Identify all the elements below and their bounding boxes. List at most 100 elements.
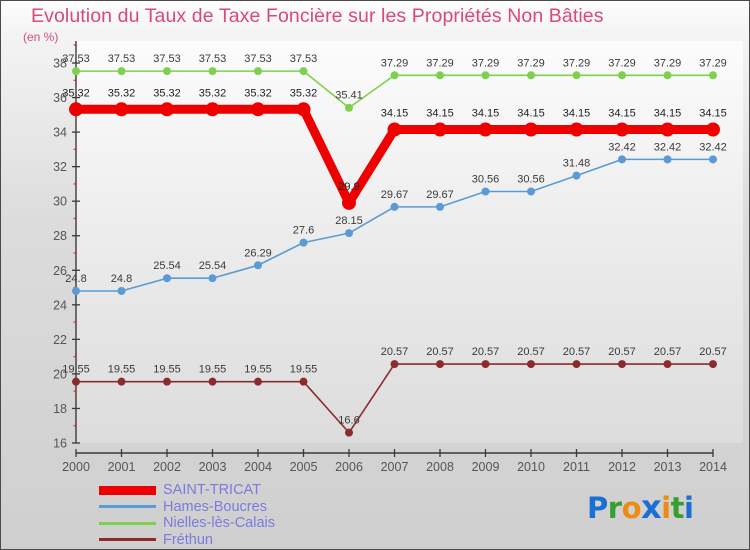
data-point-label: 24.8 bbox=[111, 273, 132, 285]
data-point-label: 25.54 bbox=[153, 260, 181, 272]
x-axis-tick-label: 2007 bbox=[381, 460, 409, 474]
data-point bbox=[69, 102, 83, 117]
legend-swatch bbox=[99, 521, 156, 525]
data-point bbox=[299, 238, 308, 247]
data-point bbox=[345, 229, 353, 238]
data-point bbox=[254, 261, 262, 270]
data-point-label: 30.56 bbox=[472, 174, 500, 186]
x-axis-tick-label: 2005 bbox=[290, 460, 318, 474]
x-axis-tick-label: 2014 bbox=[699, 460, 727, 474]
legend-item-hames-boucres[interactable]: Hames-Boucres bbox=[99, 499, 429, 516]
data-point bbox=[436, 360, 444, 369]
data-point bbox=[709, 360, 717, 369]
data-point-label: 29.67 bbox=[381, 189, 409, 201]
data-point-label: 30.56 bbox=[517, 174, 545, 186]
x-axis-tick-label: 2013 bbox=[654, 460, 682, 474]
chart-point-labels: 24.8 24.8 25.54 25.54 26.29 27.6 28.15 29.67 29.… bbox=[62, 53, 727, 427]
data-point bbox=[163, 67, 171, 76]
x-axis-tick-label: 2010 bbox=[517, 460, 545, 474]
data-point bbox=[345, 103, 353, 112]
data-point-label: 37.53 bbox=[199, 53, 227, 65]
data-point bbox=[436, 202, 444, 211]
data-point-label: 24.8 bbox=[65, 273, 86, 285]
data-point-label: 31.48 bbox=[563, 158, 591, 170]
data-point bbox=[160, 102, 174, 117]
y-axis-tick-label: 30 bbox=[53, 195, 67, 209]
data-point-label: 19.55 bbox=[108, 364, 136, 376]
data-point-label: 19.55 bbox=[199, 364, 227, 376]
data-point bbox=[660, 122, 675, 137]
data-point-label: 16.6 bbox=[338, 415, 359, 427]
data-point bbox=[709, 71, 717, 80]
legend-label: Nielles-lès-Calais bbox=[163, 515, 275, 532]
data-point-label: 34.15 bbox=[699, 108, 727, 120]
data-point bbox=[478, 122, 493, 137]
legend-item-saint-tricat[interactable]: SAINT-TRICAT bbox=[99, 482, 429, 499]
data-point bbox=[72, 287, 80, 295]
data-point-label: 20.57 bbox=[517, 346, 545, 358]
data-point-label: 20.57 bbox=[608, 346, 636, 358]
logo-letter-x: x bbox=[641, 488, 662, 526]
chart-series bbox=[69, 67, 720, 437]
y-axis-tick-label: 38 bbox=[53, 57, 67, 71]
plot-background bbox=[76, 41, 743, 443]
x-axis-tick-label: 2011 bbox=[563, 460, 590, 474]
data-point-label: 26.29 bbox=[244, 247, 272, 259]
data-point bbox=[481, 187, 490, 196]
data-point bbox=[163, 377, 171, 386]
data-point-label: 37.53 bbox=[108, 53, 136, 65]
plot-area-background bbox=[76, 41, 743, 443]
legend-label: Hames-Boucres bbox=[163, 498, 267, 515]
data-point-label: 28.15 bbox=[335, 215, 363, 227]
data-point-label: 32.42 bbox=[699, 141, 727, 153]
data-point bbox=[572, 360, 581, 369]
data-point-label: 37.53 bbox=[153, 53, 181, 65]
data-point-label: 32.42 bbox=[608, 141, 636, 153]
data-point bbox=[299, 67, 308, 76]
chart-axes: 16 18 20 22 24 26 28 30 32 34 36 38 2000 2001 2002 2003… bbox=[53, 41, 727, 474]
data-point bbox=[299, 377, 308, 386]
logo-letter-i2: i bbox=[683, 491, 694, 525]
x-axis-tick-label: 2012 bbox=[608, 460, 636, 474]
legend-swatch bbox=[99, 538, 156, 542]
chart-unit-label: (en %) bbox=[23, 30, 59, 44]
data-point bbox=[663, 71, 672, 80]
data-point-label: 37.29 bbox=[608, 57, 636, 69]
x-axis-tick-label: 2000 bbox=[62, 460, 90, 474]
data-point-label: 37.29 bbox=[654, 57, 682, 69]
data-point-label: 27.6 bbox=[293, 225, 314, 237]
data-point bbox=[390, 202, 399, 211]
data-point bbox=[709, 155, 717, 164]
data-point-label: 37.53 bbox=[290, 53, 318, 65]
data-point bbox=[618, 155, 626, 164]
data-point bbox=[296, 102, 311, 117]
data-point bbox=[527, 187, 535, 196]
y-axis-tick-label: 20 bbox=[53, 367, 67, 381]
data-point-label: 34.15 bbox=[608, 108, 636, 120]
data-point bbox=[72, 67, 80, 76]
data-point bbox=[663, 155, 672, 164]
data-point bbox=[117, 287, 126, 295]
x-axis-tick-label: 2009 bbox=[472, 460, 500, 474]
logo-letter-i1: i bbox=[661, 491, 671, 525]
x-axis-tick-label: 2001 bbox=[108, 460, 136, 474]
x-axis-tick-label: 2006 bbox=[335, 460, 363, 474]
data-point bbox=[342, 195, 356, 210]
data-point bbox=[481, 71, 490, 80]
data-point-label: 35.32 bbox=[290, 87, 318, 99]
data-point bbox=[527, 360, 535, 369]
data-point bbox=[208, 67, 217, 76]
x-axis-tick-label: 2002 bbox=[153, 460, 181, 474]
legend-item-fr-thun[interactable]: Fréthun bbox=[99, 532, 429, 549]
data-point-label: 29.9 bbox=[338, 181, 359, 193]
data-point bbox=[390, 71, 399, 80]
page-title: Evolution du Taux de Taxe Foncière sur l… bbox=[31, 5, 604, 27]
logo-letter-r: r bbox=[607, 491, 622, 525]
logo-letter-o: o bbox=[621, 491, 642, 525]
y-axis-tick-label: 32 bbox=[53, 160, 67, 174]
data-point-label: 20.57 bbox=[563, 346, 591, 358]
y-axis-tick-label: 24 bbox=[53, 298, 67, 312]
legend-item-nielles-l-s-calais[interactable]: Nielles-lès-Calais bbox=[99, 515, 429, 532]
